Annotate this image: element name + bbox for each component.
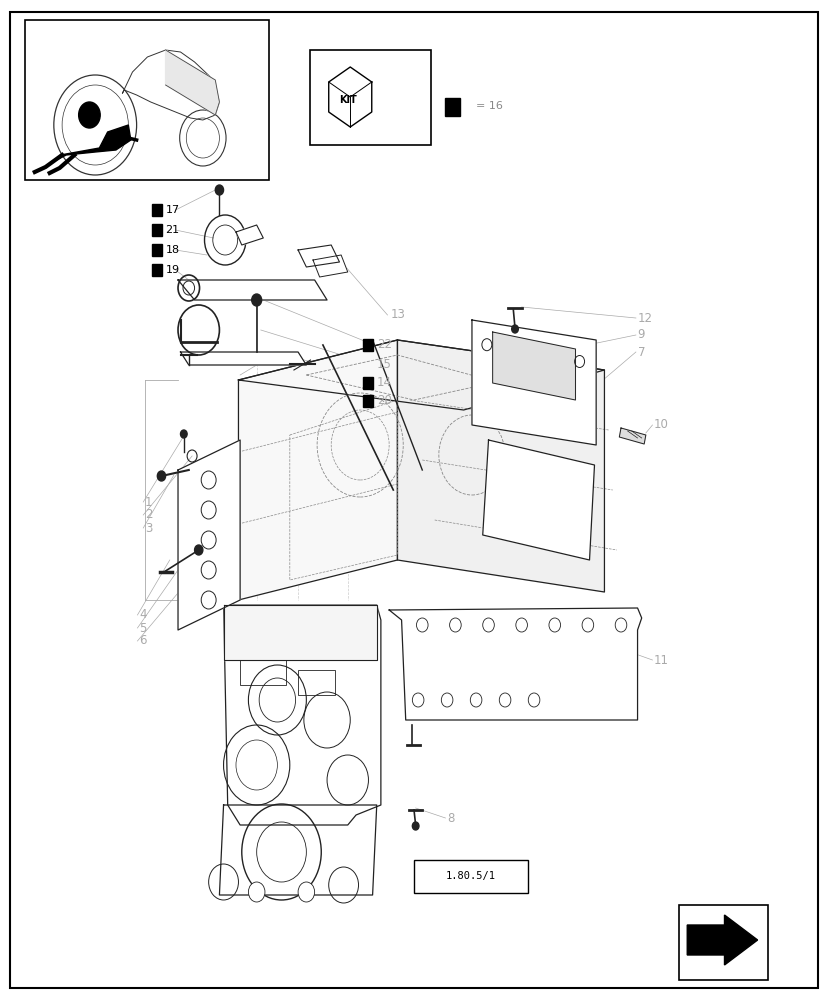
- Polygon shape: [482, 440, 594, 560]
- Bar: [25, 20, 269, 180]
- Text: 7: 7: [637, 346, 644, 359]
- Polygon shape: [492, 332, 575, 400]
- Circle shape: [251, 294, 261, 306]
- Bar: [240, 660, 285, 685]
- Text: 3: 3: [145, 522, 152, 534]
- Bar: [152, 264, 162, 276]
- Text: 2: 2: [145, 508, 152, 522]
- Polygon shape: [313, 255, 347, 277]
- Polygon shape: [178, 280, 327, 300]
- Polygon shape: [180, 352, 306, 365]
- Text: 21: 21: [165, 225, 179, 235]
- Text: 1: 1: [145, 495, 152, 508]
- Text: 12: 12: [637, 312, 652, 324]
- Text: 17: 17: [165, 205, 179, 215]
- Circle shape: [79, 102, 100, 128]
- Bar: [363, 377, 373, 389]
- Polygon shape: [471, 320, 595, 445]
- Bar: [363, 339, 373, 351]
- Polygon shape: [686, 915, 757, 965]
- Polygon shape: [223, 605, 380, 825]
- Text: 22: 22: [376, 338, 391, 352]
- Polygon shape: [56, 125, 131, 160]
- Bar: [298, 670, 335, 695]
- Bar: [310, 50, 430, 145]
- Polygon shape: [238, 340, 604, 410]
- Polygon shape: [219, 805, 376, 895]
- Polygon shape: [223, 605, 376, 660]
- Circle shape: [215, 185, 223, 195]
- Text: 4: 4: [139, 608, 146, 621]
- Text: 9: 9: [637, 328, 644, 342]
- Text: KIT: KIT: [338, 95, 356, 105]
- Polygon shape: [165, 50, 219, 115]
- Bar: [363, 395, 373, 407]
- Bar: [152, 224, 162, 236]
- Text: 1.80.5/1: 1.80.5/1: [446, 871, 495, 882]
- Text: 20: 20: [376, 394, 391, 408]
- Bar: [445, 98, 460, 116]
- Bar: [678, 905, 767, 980]
- Text: 18: 18: [165, 245, 179, 255]
- Text: 10: 10: [653, 418, 668, 432]
- Text: 14: 14: [376, 376, 391, 389]
- Polygon shape: [298, 245, 339, 267]
- Text: 13: 13: [390, 308, 405, 322]
- Bar: [414, 860, 528, 893]
- Text: = 16: = 16: [476, 101, 502, 111]
- Polygon shape: [238, 340, 397, 600]
- Polygon shape: [328, 67, 371, 127]
- Circle shape: [511, 325, 518, 333]
- Text: 8: 8: [447, 812, 454, 824]
- Polygon shape: [236, 225, 263, 245]
- Bar: [152, 244, 162, 256]
- Text: 15: 15: [376, 359, 391, 371]
- Circle shape: [412, 822, 418, 830]
- Circle shape: [194, 545, 203, 555]
- Polygon shape: [619, 428, 645, 444]
- Text: 5: 5: [139, 621, 146, 635]
- Polygon shape: [389, 608, 641, 720]
- Bar: [152, 204, 162, 216]
- Circle shape: [180, 430, 187, 438]
- Text: 11: 11: [653, 654, 668, 666]
- Text: 6: 6: [139, 635, 146, 648]
- Text: 19: 19: [165, 265, 179, 275]
- Circle shape: [157, 471, 165, 481]
- Circle shape: [248, 882, 265, 902]
- Circle shape: [298, 882, 314, 902]
- Polygon shape: [178, 440, 240, 630]
- Polygon shape: [397, 340, 604, 592]
